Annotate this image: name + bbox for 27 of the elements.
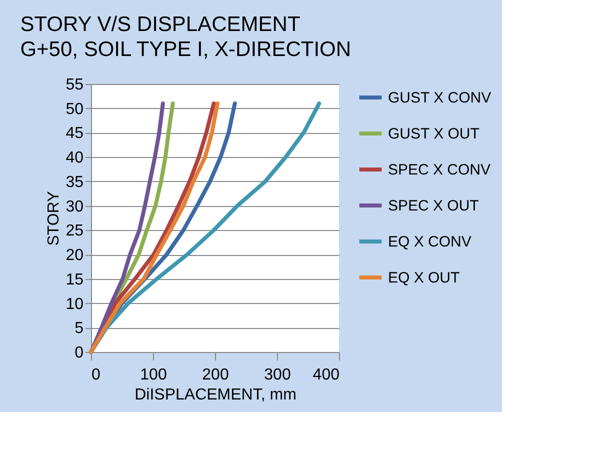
x-tick-label: 100 [140,366,167,384]
x-tick-label: 200 [202,366,229,384]
y-tick-label: 0 [74,344,84,362]
legend-label: SPEC X OUT [388,198,479,214]
y-tick-label: 30 [66,198,84,216]
y-tick-label: 45 [66,125,84,142]
y-tick-label: 25 [66,222,84,240]
x-tick-label: 0 [92,366,100,384]
legend-label: GUST X OUT [388,126,480,142]
y-tick-label: 35 [66,174,84,191]
legend-label: EQ X OUT [388,270,460,286]
y-tick-label: 20 [66,247,84,264]
legend-label: GUST X CONV [388,90,492,106]
x-axis-title: DiISPLACEMENT, mm [134,386,296,404]
x-tick-label: 400 [312,366,340,384]
y-tick-label: 5 [74,320,84,338]
y-tick-label: 40 [66,150,84,167]
legend-label: SPEC X CONV [388,162,491,178]
chart-title: STORY V/S DISPLACEMENT [20,13,300,36]
y-axis-title: STORY [46,190,63,246]
y-tick-label: 55 [66,76,84,94]
x-tick-label: 300 [264,366,291,384]
y-tick-label: 50 [66,100,84,118]
legend-label: EQ X CONV [388,234,472,250]
y-tick-label: 15 [66,271,84,288]
chart-subtitle: G+50, SOIL TYPE I, X-DIRECTION [20,38,352,61]
y-tick-label: 10 [66,296,84,313]
